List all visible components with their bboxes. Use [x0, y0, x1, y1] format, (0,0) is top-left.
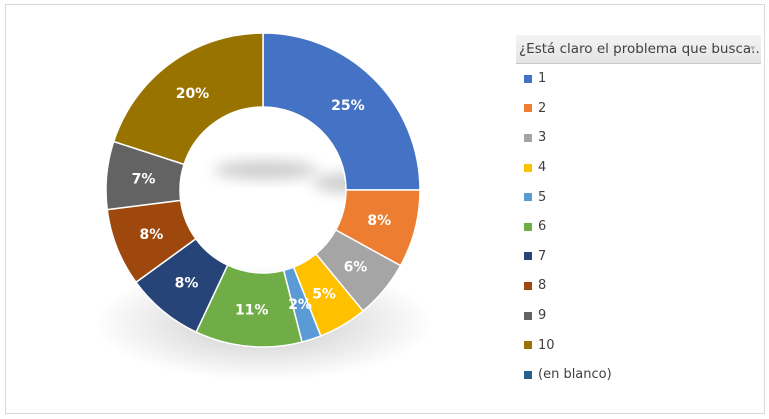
legend-swatch: [524, 370, 532, 379]
legend-item-7[interactable]: 7: [516, 242, 761, 272]
legend-title-text: ¿Está claro el problema que busca...: [519, 41, 761, 57]
legend-swatch: [524, 341, 532, 350]
legend-item-1[interactable]: 1: [516, 64, 761, 94]
legend-label: 2: [538, 100, 547, 116]
donut-slice-10[interactable]: [112, 32, 264, 166]
legend-label: 3: [538, 130, 547, 146]
legend-label: (en blanco): [538, 367, 612, 383]
data-label-7: 8%: [175, 275, 199, 291]
legend-label: 8: [538, 278, 547, 294]
legend-item-8[interactable]: 8: [516, 271, 761, 301]
chart-area: 25% 8% 6% 5% 2% 11% 8% 8% 7% 20% ¿Está claro el p…: [5, 4, 765, 414]
legend-label: 7: [538, 248, 547, 264]
data-label-9: 7%: [132, 172, 156, 188]
legend-item-4[interactable]: 4: [516, 153, 761, 183]
legend-item-(en blanco)[interactable]: (en blanco): [516, 360, 761, 390]
legend-title[interactable]: ¿Está claro el problema que busca... ▾: [516, 35, 761, 64]
legend-label: 10: [538, 337, 555, 353]
data-label-1: 25%: [331, 98, 365, 114]
legend: ¿Está claro el problema que busca... ▾ 1…: [516, 35, 761, 390]
data-label-2: 8%: [367, 213, 391, 229]
legend-swatch: [524, 222, 532, 231]
legend-swatch: [524, 163, 532, 172]
legend-swatch: [524, 104, 532, 113]
legend-swatch: [524, 281, 532, 290]
donut-chart: 25% 8% 6% 5%2% 11% 8% 8% 7% 20%: [94, 32, 434, 381]
legend-item-5[interactable]: 5: [516, 182, 761, 212]
legend-item-3[interactable]: 3: [516, 123, 761, 153]
legend-label: 6: [538, 219, 547, 235]
data-label-5: 2%: [288, 297, 312, 313]
legend-label: 1: [538, 71, 547, 87]
data-label-4: 5%: [312, 286, 336, 302]
legend-swatch: [524, 252, 532, 261]
legend-items: 1 2 3 4 5 6 7 8 9 10 (en blanco): [516, 64, 761, 390]
legend-swatch: [524, 74, 532, 83]
donut-slice-1[interactable]: [262, 32, 421, 191]
legend-label: 9: [538, 308, 547, 324]
legend-label: 4: [538, 160, 547, 176]
legend-item-10[interactable]: 10: [516, 330, 761, 360]
legend-swatch: [524, 193, 532, 202]
legend-item-2[interactable]: 2: [516, 94, 761, 124]
legend-item-6[interactable]: 6: [516, 212, 761, 242]
legend-label: 5: [538, 189, 547, 205]
data-label-8: 8%: [140, 227, 164, 243]
legend-item-9[interactable]: 9: [516, 301, 761, 331]
chevron-down-icon: ▾: [750, 44, 755, 54]
data-label-6: 11%: [235, 302, 269, 318]
data-label-10: 20%: [176, 86, 210, 102]
data-label-3: 6%: [344, 259, 368, 275]
legend-swatch: [524, 311, 532, 320]
legend-swatch: [524, 133, 532, 142]
